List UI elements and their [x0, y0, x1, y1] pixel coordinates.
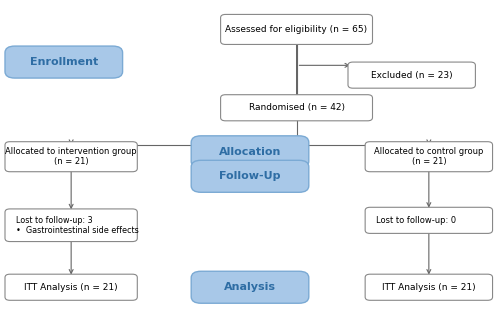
Text: Analysis: Analysis	[224, 282, 276, 292]
Text: ITT Analysis (n = 21): ITT Analysis (n = 21)	[24, 283, 118, 292]
Text: Enrollment: Enrollment	[30, 57, 98, 67]
Text: Lost to follow-up: 0: Lost to follow-up: 0	[376, 216, 456, 225]
FancyBboxPatch shape	[365, 274, 492, 300]
FancyBboxPatch shape	[365, 142, 492, 172]
FancyBboxPatch shape	[5, 142, 138, 172]
Text: Lost to follow-up: 3
•  Gastrointestinal side effects: Lost to follow-up: 3 • Gastrointestinal …	[16, 215, 138, 235]
Text: Excluded (n = 23): Excluded (n = 23)	[371, 71, 452, 80]
Text: ITT Analysis (n = 21): ITT Analysis (n = 21)	[382, 283, 476, 292]
FancyBboxPatch shape	[365, 207, 492, 233]
FancyBboxPatch shape	[220, 95, 372, 121]
FancyBboxPatch shape	[191, 136, 309, 168]
Text: Assessed for eligibility (n = 65): Assessed for eligibility (n = 65)	[226, 25, 368, 34]
FancyBboxPatch shape	[191, 160, 309, 192]
Text: Randomised (n = 42): Randomised (n = 42)	[248, 103, 344, 112]
FancyBboxPatch shape	[5, 274, 138, 300]
FancyBboxPatch shape	[348, 62, 476, 88]
FancyBboxPatch shape	[191, 271, 309, 303]
Text: Allocated to control group
(n = 21): Allocated to control group (n = 21)	[374, 147, 484, 166]
Text: Allocated to intervention group
(n = 21): Allocated to intervention group (n = 21)	[6, 147, 137, 166]
FancyBboxPatch shape	[5, 46, 122, 78]
FancyBboxPatch shape	[220, 14, 372, 44]
Text: Allocation: Allocation	[219, 147, 281, 157]
Text: Follow-Up: Follow-Up	[219, 171, 281, 181]
FancyBboxPatch shape	[5, 209, 138, 241]
